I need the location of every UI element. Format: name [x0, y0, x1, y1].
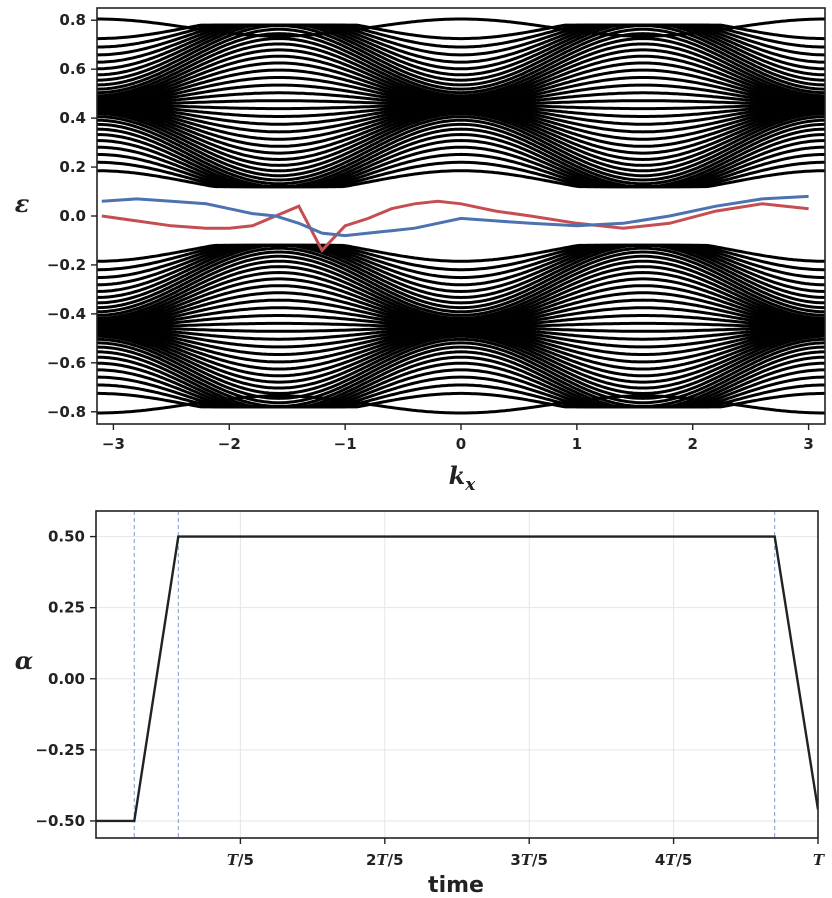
x-tick-label: T	[813, 851, 826, 869]
bulk-band-line	[97, 330, 825, 384]
y-tick-label: −0.6	[47, 354, 86, 372]
protocol-y-ticks: −0.50 −0.25 0.00 0.25 0.50	[35, 528, 96, 830]
bulk-band-line	[97, 127, 825, 189]
x-tick-label: 0	[456, 435, 466, 453]
band-x-ticks: −3 −2 −1 0 1 2 3	[102, 424, 814, 453]
bulk-band-line	[97, 334, 825, 396]
protocol-grid	[96, 511, 819, 838]
bulk-band-line	[97, 243, 825, 305]
bulk-band-line	[97, 23, 825, 82]
bulk-band-line	[97, 32, 825, 95]
bulk-band-line	[97, 259, 825, 320]
bulk-band-line	[97, 152, 825, 189]
bulk-band-line	[97, 132, 825, 189]
y-tick-label: 0.6	[59, 60, 86, 78]
bulk-band-line	[97, 23, 825, 64]
bulk-band-line	[97, 24, 825, 87]
y-tick-label: −0.8	[47, 403, 86, 421]
y-tick-label: −0.2	[47, 256, 86, 274]
bulk-band-line	[97, 243, 825, 287]
bulk-band-line	[97, 115, 825, 178]
bulk-band-line	[97, 391, 825, 409]
bulk-band-line	[97, 243, 825, 300]
edge-state-line-2	[101, 194, 809, 238]
bulk-band-line	[97, 109, 825, 167]
bulk-band-line	[97, 355, 825, 409]
bulk-band-line	[97, 107, 825, 162]
y-tick-label: 0.2	[59, 158, 86, 176]
bulk-band-edge-line	[97, 394, 825, 415]
bulk-band-line	[97, 48, 825, 102]
bulk-band-line	[97, 138, 825, 189]
band-plot-area	[97, 17, 825, 415]
bulk-band-line	[97, 243, 825, 272]
bulk-band-line	[97, 112, 825, 173]
bulk-band-line	[97, 341, 825, 405]
bulk-band-line	[97, 42, 825, 100]
x-tick-label: −1	[334, 435, 357, 453]
bulk-band-line	[97, 36, 825, 98]
bulk-band-line	[97, 122, 825, 186]
x-tick-label: −2	[218, 435, 241, 453]
x-tick-label: −3	[102, 435, 125, 453]
bulk-band-line	[97, 246, 825, 310]
y-tick-label: 0.50	[48, 528, 85, 546]
bulk-band-line	[97, 270, 825, 325]
y-tick-label: 0.25	[48, 599, 85, 617]
x-tick-label: 2	[688, 435, 698, 453]
y-tick-label: 0.8	[59, 11, 86, 29]
bulk-band-line	[97, 27, 825, 91]
bulk-band-line	[97, 145, 825, 189]
x-tick-label: 3	[803, 435, 813, 453]
bulk-band-line	[97, 345, 825, 408]
protocol-x-ticks: T/5 2T/5 3T/5 4T/5 T	[227, 838, 826, 869]
y-tick-label: −0.4	[47, 305, 86, 323]
protocol-panel: T/5 2T/5 3T/5 4T/5 T −0.50−0.250.000.250.50 …	[15, 510, 826, 898]
protocol-plot-frame	[95, 510, 819, 839]
bulk-band-line	[97, 332, 825, 390]
bulk-band-edge-line	[97, 17, 825, 38]
y-tick-label: −0.25	[35, 741, 85, 759]
bulk-band-line	[97, 118, 825, 182]
bulk-band-line	[97, 23, 825, 41]
bulk-band-line	[97, 254, 825, 317]
x-tick-label: 4T/5	[655, 851, 693, 869]
bulk-band-line	[97, 368, 825, 409]
protocol-y-axis-label: α	[15, 646, 33, 675]
y-tick-label: 0.0	[59, 207, 86, 225]
bulk-band-line	[97, 337, 825, 400]
x-tick-label: T/5	[227, 851, 254, 869]
x-tick-label: 3T/5	[510, 851, 548, 869]
protocol-x-axis-label: time	[428, 873, 484, 898]
bulk-band-line	[97, 243, 825, 280]
band-structure-panel: −3 −2 −1 0 1 2 3 −0.8 −0.6 −0.4 −0.2 0.0 0.2 0.4 0.6 0…	[15, 7, 826, 495]
x-tick-label: 2T/5	[366, 851, 404, 869]
protocol-plot-area	[96, 511, 818, 838]
edge-state-line-1	[101, 199, 809, 253]
bulk-band-line	[97, 265, 825, 323]
bulk-band-line	[97, 350, 825, 409]
bulk-band-line	[97, 243, 825, 294]
alpha-series-line	[96, 535, 818, 823]
y-tick-label: 0.4	[59, 109, 86, 127]
bulk-band-line	[97, 23, 825, 77]
bulk-band-line	[97, 250, 825, 314]
band-y-axis-label: ε	[15, 189, 30, 218]
x-tick-label: 1	[572, 435, 582, 453]
bulk-band-line	[97, 160, 825, 189]
band-y-ticks: −0.8 −0.6 −0.4 −0.2 0.0 0.2 0.4 0.6 0.8	[47, 11, 97, 421]
band-x-axis-label: kx	[449, 461, 477, 495]
y-tick-label: −0.50	[35, 812, 85, 830]
y-tick-label: 0.00	[48, 670, 85, 688]
